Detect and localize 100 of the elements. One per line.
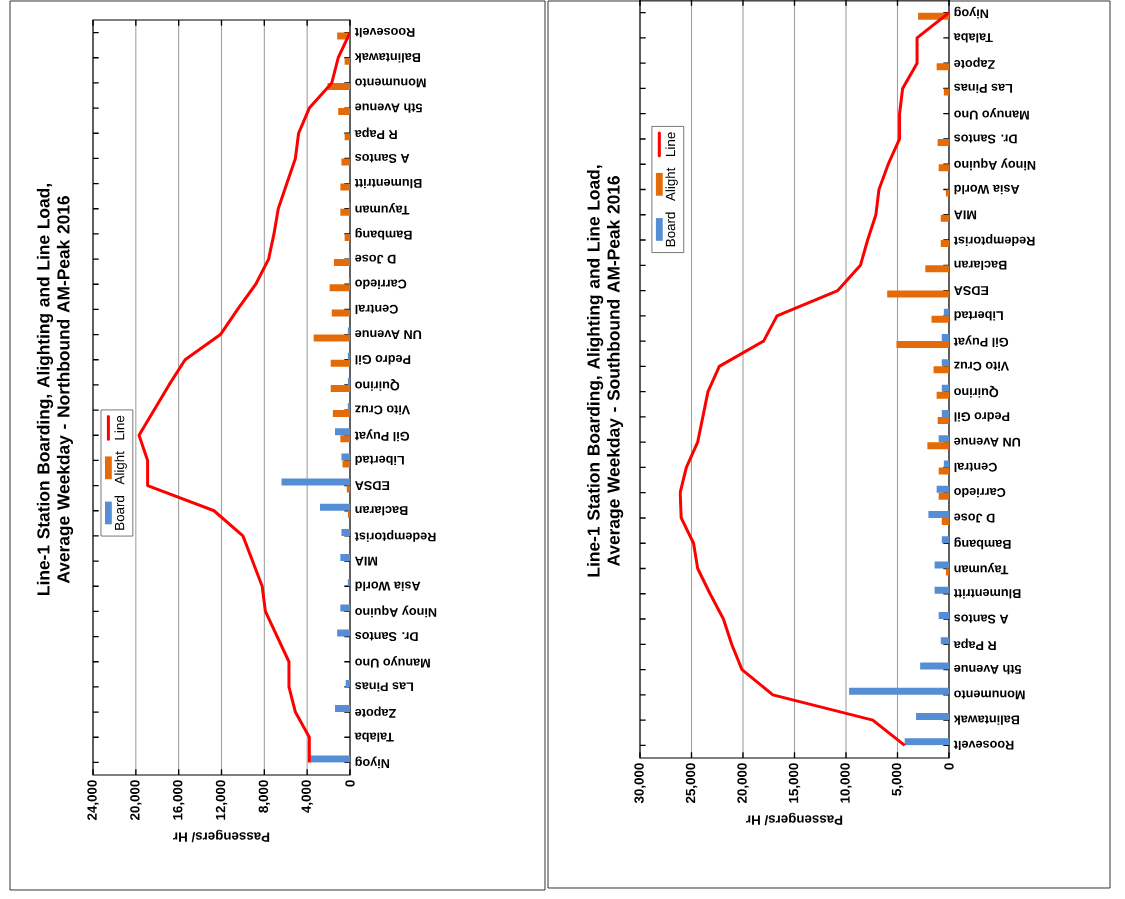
bar <box>925 265 949 273</box>
y-tick-label: MIA <box>355 556 378 566</box>
legend-label: Alight <box>114 451 127 485</box>
y-tick-label: Asia World <box>355 581 421 591</box>
bar <box>916 713 949 721</box>
y-tick-label: Vito Cruz <box>954 361 1009 372</box>
bar <box>330 359 350 367</box>
bar <box>904 738 949 746</box>
y-tick-label: A Santos <box>355 153 410 163</box>
x-tick-label: 8,000 <box>258 780 271 813</box>
y-tick-label: Baclaran <box>954 260 1007 270</box>
x-tick-label: 0 <box>345 780 355 787</box>
bar <box>340 208 350 216</box>
x-axis-title: Passengers/ Hr <box>173 829 270 843</box>
y-tick-label: Asia World <box>954 184 1020 195</box>
bar <box>928 510 949 518</box>
y-tick-label: D Jose <box>954 513 995 523</box>
y-tick-label: UN Avenue <box>954 437 1021 447</box>
legend-label: Board <box>114 496 125 530</box>
y-tick-label: Niyog <box>954 6 989 19</box>
y-tick-label: Zapote <box>355 706 396 718</box>
y-tick-label: Baclaran <box>355 506 408 516</box>
x-tick-label: 4,000 <box>301 780 313 813</box>
text: Line-1 Station Boarding, Alighting and Line Load, Average Weekday - Southbound AM-Peak 2016 <box>586 165 624 577</box>
y-tick-label: EDSA <box>355 481 390 491</box>
legend-label: Line <box>114 415 125 440</box>
y-tick-label: Dr. Santos <box>954 134 1017 144</box>
y-tick-label: Redemptorist <box>354 530 436 542</box>
legend-label: Alight <box>665 167 678 201</box>
y-tick-label: Manuyo Uno <box>954 108 1029 120</box>
bar <box>340 554 350 562</box>
y-tick-label: Tayuman <box>355 203 410 215</box>
x-tick-label: 0 <box>944 763 954 770</box>
bar <box>340 435 350 443</box>
y-tick-label: Roosevelt <box>953 740 1014 751</box>
bar <box>329 284 350 292</box>
bar <box>331 309 350 317</box>
y-tick-label: Vito Cruz <box>355 405 410 415</box>
bar <box>933 366 949 374</box>
y-tick-label: Gil Puyat <box>354 429 410 442</box>
bar <box>332 410 350 418</box>
bar <box>934 561 949 569</box>
x-tick-label: 30,000 <box>634 763 646 804</box>
bar <box>927 442 949 450</box>
y-tick-label: Libertad <box>355 455 404 466</box>
y-tick-label: Las Pinas <box>355 682 413 692</box>
x-tick-label: 20,000 <box>737 763 749 804</box>
legend-label: Board <box>665 212 676 247</box>
y-tick-label: Niyog <box>355 756 390 769</box>
bar <box>310 755 350 763</box>
y-tick-label: Monumento <box>954 690 1025 700</box>
bar <box>896 341 949 349</box>
bar <box>337 629 350 637</box>
y-tick-label: R Papa <box>354 127 397 139</box>
y-tick-label: Carriedo <box>954 488 1006 498</box>
bar <box>887 290 949 298</box>
y-tick-label: Dr. Santos <box>355 632 418 642</box>
y-tick-label: EDSA <box>954 286 989 296</box>
x-tick-label: 10,000 <box>840 763 852 803</box>
bar <box>934 586 949 594</box>
y-tick-label: Central <box>954 462 997 473</box>
bar <box>341 453 350 461</box>
y-tick-label: Manuyo Uno <box>355 656 430 668</box>
x-tick-label: 16,000 <box>172 780 185 820</box>
bar <box>335 705 350 713</box>
y-tick-label: Tayuman <box>954 562 1009 575</box>
y-tick-label: Bambang <box>954 537 1011 550</box>
bar <box>849 687 949 695</box>
bar <box>330 384 350 392</box>
y-tick-label: R Papa <box>953 638 996 650</box>
y-tick-label: MIA <box>954 210 977 220</box>
y-tick-label: Zapote <box>954 57 995 69</box>
y-tick-label: Talaba <box>354 732 394 742</box>
y-tick-label: Balintawak <box>354 53 421 63</box>
x-tick-label: 15,000 <box>788 763 801 803</box>
bar <box>338 108 350 116</box>
bar <box>340 183 350 191</box>
bar <box>320 503 350 511</box>
bar <box>920 662 949 670</box>
x-tick-label: 5,000 <box>891 763 904 796</box>
y-tick-label: D Jose <box>355 254 396 264</box>
y-tick-label: Ninoy Aquino <box>954 158 1036 171</box>
bar <box>333 259 350 267</box>
y-tick-label: Carriedo <box>355 279 407 289</box>
y-tick-label: Quirino <box>954 385 999 398</box>
text: Line-1 Station Boarding, Alighting and Line Load, Average Weekday - Northbound AM-Peak 2016 <box>36 184 74 595</box>
y-tick-label: Blumentritt <box>354 178 422 189</box>
bar <box>281 478 350 486</box>
y-tick-label: Redemptorist <box>953 234 1035 246</box>
y-tick-label: Libertad <box>954 311 1003 321</box>
y-tick-label: Central <box>355 304 398 315</box>
y-tick-label: Blumentritt <box>953 589 1021 599</box>
y-tick-label: Bambang <box>355 227 412 240</box>
bar <box>341 528 350 536</box>
x-tick-label: 12,000 <box>215 780 228 820</box>
bar <box>335 428 350 436</box>
bar <box>340 604 350 612</box>
y-tick-label: Gil Puyat <box>953 335 1009 347</box>
y-tick-label: Talaba <box>953 33 993 43</box>
x-tick-label: 24,000 <box>87 780 99 821</box>
